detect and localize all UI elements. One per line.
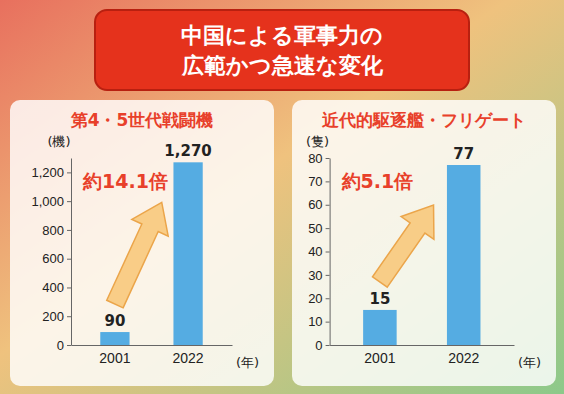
title: 中国による軍事力の広範かつ急速な変化 bbox=[181, 23, 384, 78]
y-tick-mark bbox=[67, 287, 71, 288]
y-tick: 1,200 bbox=[31, 165, 71, 180]
y-tick-label: 0 bbox=[57, 338, 64, 353]
data-label: 1,270 bbox=[164, 142, 211, 160]
chart-page: 中国による軍事力の広範かつ急速な変化第4・5世代戦闘機0200400600800… bbox=[0, 0, 564, 394]
bars bbox=[363, 165, 480, 345]
y-axis: 0 10 20 30 40 50 60 70 80 bbox=[308, 151, 330, 353]
y-tick-label: 30 bbox=[308, 268, 322, 283]
y-tick-mark bbox=[67, 230, 71, 231]
y-tick-mark bbox=[67, 201, 71, 202]
bar bbox=[173, 162, 202, 345]
y-tick: 200 bbox=[42, 309, 71, 324]
y-tick-mark bbox=[326, 322, 330, 323]
y-tick-label: 200 bbox=[42, 309, 64, 324]
y-tick: 50 bbox=[308, 221, 329, 236]
y-tick-mark bbox=[67, 172, 71, 173]
x-tick-label: 2022 bbox=[448, 350, 479, 366]
y-tick-label: 10 bbox=[308, 314, 322, 329]
y-tick-label: 60 bbox=[308, 197, 322, 212]
y-tick-mark bbox=[326, 345, 330, 346]
bar bbox=[447, 165, 481, 345]
x-tick: 2001 bbox=[99, 350, 130, 366]
panel-title: 近代的駆逐艦・フリゲート bbox=[321, 110, 526, 130]
y-tick: 30 bbox=[308, 268, 329, 283]
x-axis-line bbox=[72, 345, 233, 346]
y-tick-label: 40 bbox=[308, 244, 322, 259]
y-tick: 800 bbox=[42, 223, 71, 238]
x-axis-title: (年) bbox=[236, 355, 259, 370]
y-tick: 1,000 bbox=[31, 194, 71, 209]
y-axis-title: (機) bbox=[47, 134, 70, 149]
y-tick-mark bbox=[67, 345, 71, 346]
y-tick-mark bbox=[326, 181, 330, 182]
y-tick-label: 400 bbox=[42, 280, 64, 295]
title-box bbox=[95, 10, 469, 90]
panel-background bbox=[292, 100, 556, 386]
annotation: 約5.1倍 bbox=[341, 170, 414, 192]
y-tick: 10 bbox=[308, 314, 329, 329]
y-tick: 80 bbox=[308, 151, 329, 166]
y-tick: 600 bbox=[42, 251, 71, 266]
y-tick-mark bbox=[326, 205, 330, 206]
y-tick-label: 70 bbox=[308, 174, 322, 189]
x-axis-line bbox=[330, 345, 514, 346]
chart-panel: 近代的駆逐艦・フリゲート 0 10 20 30 40 50 60 70 80 2001 2022 (隻)… bbox=[292, 100, 556, 386]
x-tick-label: 2001 bbox=[364, 350, 395, 366]
y-tick-label: 1,200 bbox=[31, 165, 64, 180]
y-tick-label: 50 bbox=[308, 221, 322, 236]
y-tick-label: 1,000 bbox=[31, 194, 64, 209]
y-tick-mark bbox=[326, 298, 330, 299]
y-tick: 40 bbox=[308, 244, 329, 259]
arrow bbox=[107, 202, 168, 308]
y-tick: 0 bbox=[57, 338, 71, 353]
panel-title: 第4・5世代戦闘機 bbox=[70, 110, 214, 130]
bar bbox=[100, 332, 129, 345]
x-axis-title: (年) bbox=[518, 355, 541, 370]
x-tick-label: 2001 bbox=[99, 350, 130, 366]
arrow bbox=[373, 205, 434, 287]
data-label: 77 bbox=[453, 145, 474, 163]
y-tick: 70 bbox=[308, 174, 329, 189]
y-axis-title: (隻) bbox=[306, 134, 329, 149]
y-tick-mark bbox=[326, 252, 330, 253]
y-tick-mark bbox=[326, 275, 330, 276]
x-tick-label: 2022 bbox=[173, 350, 204, 366]
y-tick-mark bbox=[326, 158, 330, 159]
data-label: 15 bbox=[369, 290, 390, 308]
y-tick-label: 800 bbox=[42, 223, 64, 238]
y-axis: 0 200 400 600 800 1,000 1,200 bbox=[31, 159, 71, 353]
x-tick: 2022 bbox=[448, 350, 479, 366]
y-tick-mark bbox=[67, 259, 71, 260]
y-tick-label: 0 bbox=[315, 338, 322, 353]
y-tick-mark bbox=[67, 316, 71, 317]
x-axis: 2001 2022 bbox=[330, 346, 514, 366]
y-tick-mark bbox=[326, 228, 330, 229]
y-axis-line bbox=[330, 159, 331, 346]
y-tick: 60 bbox=[308, 197, 329, 212]
x-tick: 2022 bbox=[173, 350, 204, 366]
y-tick-label: 600 bbox=[42, 251, 64, 266]
y-tick-label: 80 bbox=[308, 151, 322, 166]
background bbox=[0, 0, 564, 394]
y-tick: 400 bbox=[42, 280, 71, 295]
data-label: 90 bbox=[104, 312, 125, 330]
y-tick: 20 bbox=[308, 291, 329, 306]
annotation: 約14.1倍 bbox=[82, 170, 168, 192]
y-axis-line bbox=[71, 159, 72, 346]
y-tick: 0 bbox=[315, 338, 329, 353]
chart-panel: 第4・5世代戦闘機 0 200 400 600 800 1,000 1,200 2001 2022… bbox=[10, 100, 274, 386]
x-axis: 2001 2022 bbox=[72, 346, 233, 366]
bar bbox=[363, 310, 397, 345]
panel-background bbox=[10, 100, 274, 386]
x-tick: 2001 bbox=[364, 350, 395, 366]
y-tick-label: 20 bbox=[308, 291, 322, 306]
